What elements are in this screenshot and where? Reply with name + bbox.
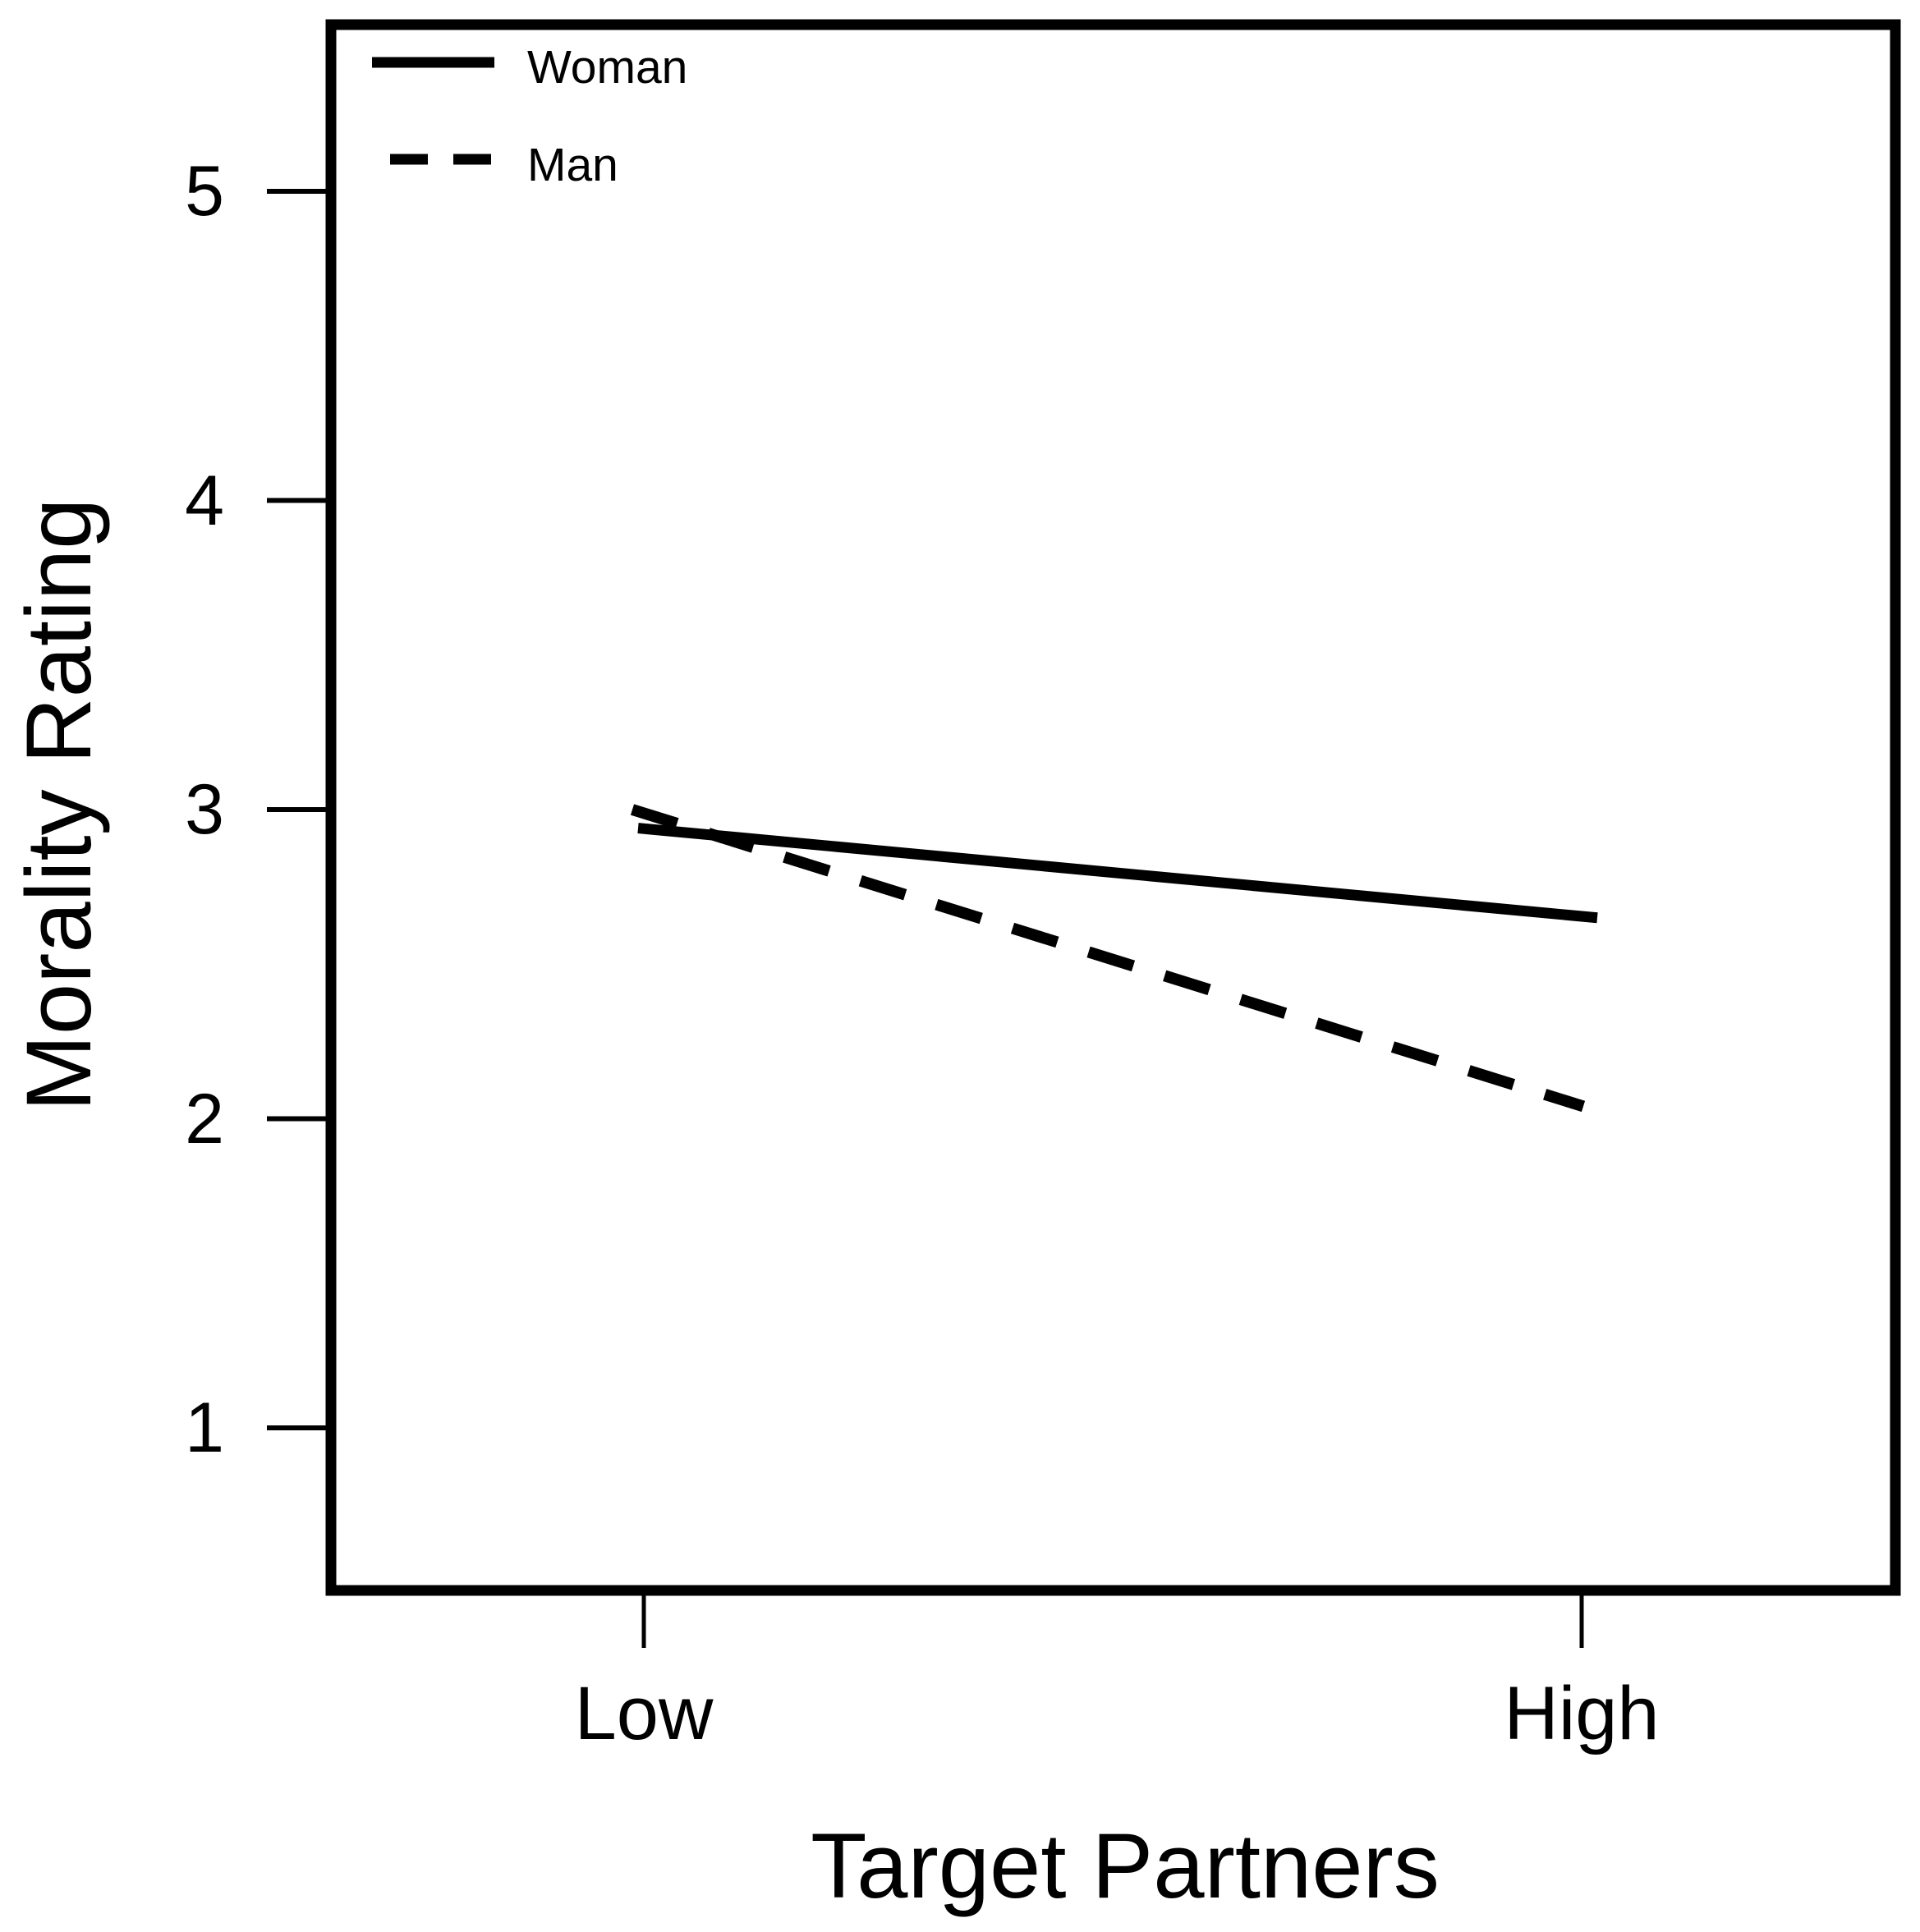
legend-label-woman: Woman [527,41,688,94]
x-tick-label-low: Low [574,1672,714,1755]
y-tick-label: 3 [185,770,224,849]
x-axis-title: Target Partners [811,1815,1440,1917]
series-line-woman [637,823,1598,924]
x-axis-ticks [641,1595,1584,1648]
series-line-man [630,804,1586,1113]
legend-swatches [372,57,494,165]
y-axis-ticks [267,189,326,1430]
plot-border [325,19,1901,1596]
y-tick-label: 5 [185,152,224,231]
x-tick-label-high: High [1504,1672,1660,1755]
y-tick-label: 4 [185,461,224,540]
y-tick-label: 1 [185,1388,224,1467]
legend-label-man: Man [527,139,618,191]
series-lines [630,804,1598,1113]
y-tick-label: 2 [185,1079,224,1159]
